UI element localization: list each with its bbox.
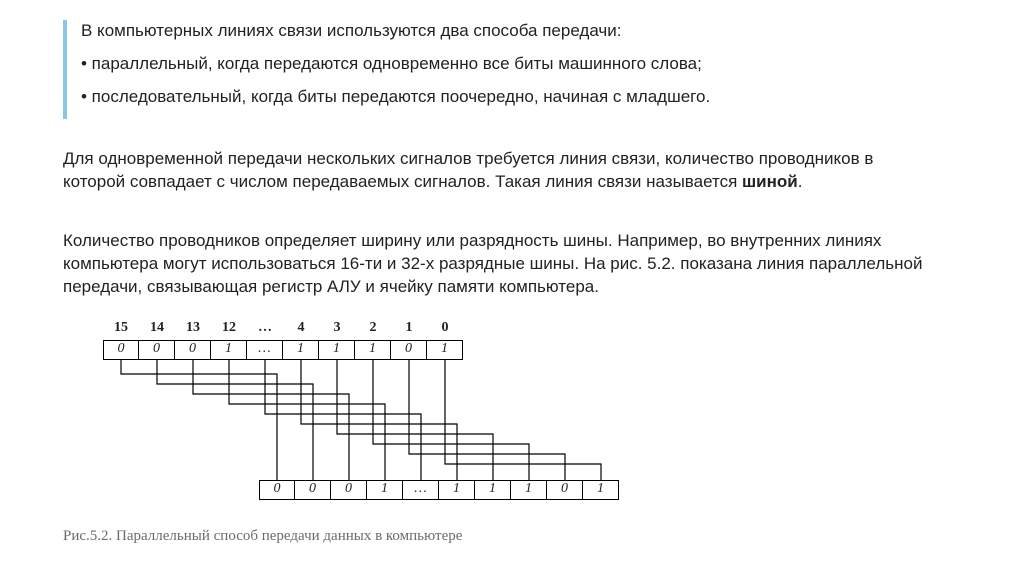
bullet-parallel: • параллельный, когда передаются одновре… (81, 53, 921, 76)
paragraph-bus-definition-text: Для одновременной передачи нескольких си… (63, 148, 933, 194)
figure-caption: Рис.5.2. Параллельный способ передачи да… (63, 528, 462, 545)
paragraph-bus-width: Количество проводников определяет ширину… (63, 230, 933, 313)
para1-part-c: . (798, 172, 803, 191)
bus-diagram: 15141312…43210 0001…11101 0001…11101 (63, 320, 763, 550)
page: В компьютерных линиях связи используются… (0, 0, 1024, 574)
bullet-serial: • последовательный, когда биты передаютс… (81, 86, 921, 109)
intro-quote-block: В компьютерных линиях связи используются… (63, 20, 921, 119)
paragraph-bus-definition: Для одновременной передачи нескольких си… (63, 148, 933, 208)
paragraph-bus-width-text: Количество проводников определяет ширину… (63, 230, 933, 299)
term-bus: шиной (742, 172, 798, 191)
bus-wires (63, 320, 763, 550)
intro-line: В компьютерных линиях связи используются… (81, 20, 921, 43)
